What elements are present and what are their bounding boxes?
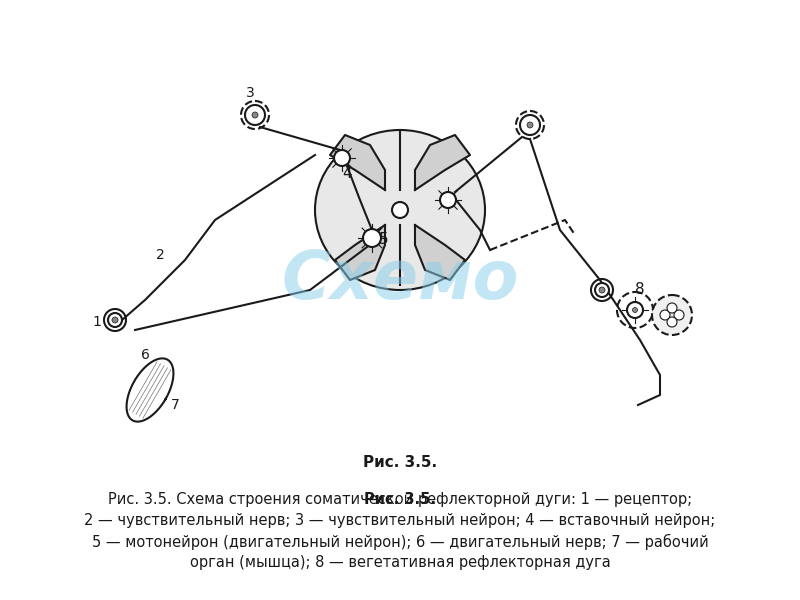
Circle shape xyxy=(108,313,122,327)
Circle shape xyxy=(667,303,677,313)
Circle shape xyxy=(633,307,638,313)
Circle shape xyxy=(363,229,381,247)
Circle shape xyxy=(112,317,118,323)
Text: 4: 4 xyxy=(342,166,352,181)
Circle shape xyxy=(595,283,609,297)
Circle shape xyxy=(252,112,258,118)
Circle shape xyxy=(245,105,265,125)
Polygon shape xyxy=(330,135,385,190)
Circle shape xyxy=(527,122,533,128)
Text: 6: 6 xyxy=(141,348,150,362)
Text: 7: 7 xyxy=(170,398,179,412)
Text: 8: 8 xyxy=(635,283,645,298)
Polygon shape xyxy=(335,225,385,280)
Polygon shape xyxy=(126,358,174,422)
Text: Схемо: Схемо xyxy=(282,247,518,313)
Text: 1: 1 xyxy=(93,315,102,329)
Text: 2: 2 xyxy=(156,248,164,262)
Text: орган (мышца); 8 — вегетативная рефлекторная дуга: орган (мышца); 8 — вегетативная рефлекто… xyxy=(190,555,610,570)
Text: 3: 3 xyxy=(246,86,254,100)
Text: 5: 5 xyxy=(379,232,389,247)
Circle shape xyxy=(520,115,540,135)
Text: Рис. 3.5. Схема строения соматической рефлекторной дуги: 1 — рецептор;: Рис. 3.5. Схема строения соматической ре… xyxy=(108,492,692,507)
Circle shape xyxy=(660,310,670,320)
Circle shape xyxy=(334,150,350,166)
Circle shape xyxy=(440,192,456,208)
Circle shape xyxy=(599,287,605,293)
Text: 2 — чувствительный нерв; 3 — чувствительный нейрон; 4 — вставочный нейрон;: 2 — чувствительный нерв; 3 — чувствитель… xyxy=(84,513,716,528)
Circle shape xyxy=(652,295,692,335)
Circle shape xyxy=(667,317,677,327)
Circle shape xyxy=(627,302,643,318)
Text: Рис. 3.5.: Рис. 3.5. xyxy=(363,455,437,470)
Text: Рис. 3.5.: Рис. 3.5. xyxy=(364,492,436,507)
Ellipse shape xyxy=(315,130,485,290)
Circle shape xyxy=(674,310,684,320)
Polygon shape xyxy=(415,135,470,190)
Circle shape xyxy=(392,202,408,218)
Text: 5 — мотонейрон (двигательный нейрон); 6 — двигательный нерв; 7 — рабочий: 5 — мотонейрон (двигательный нейрон); 6 … xyxy=(92,534,708,550)
Polygon shape xyxy=(415,225,465,280)
